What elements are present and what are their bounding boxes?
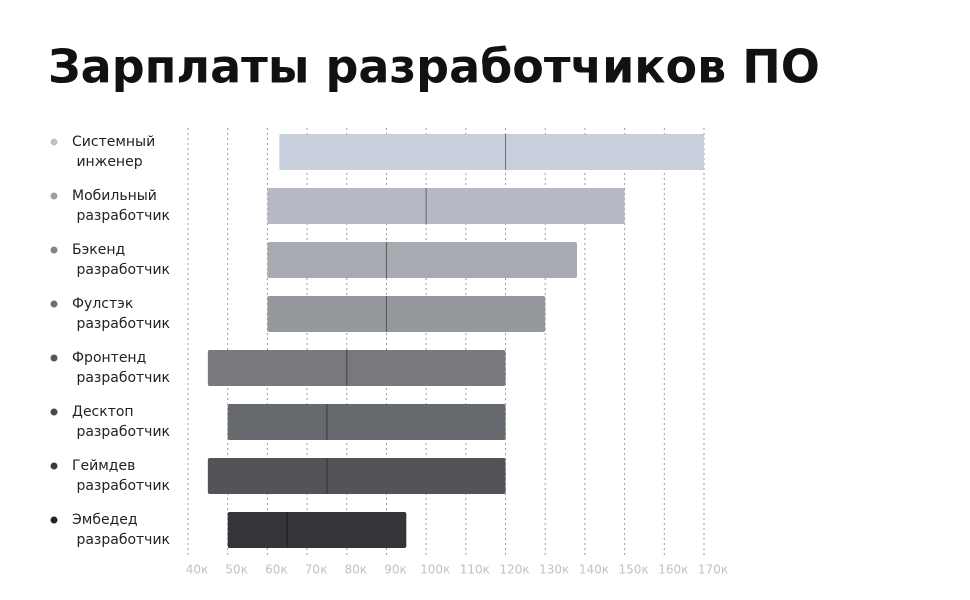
range-bar bbox=[207, 350, 506, 386]
category-label: Мобильный разработчик bbox=[72, 188, 170, 224]
legend-dot bbox=[50, 462, 58, 470]
x-tick-label: 70к bbox=[305, 563, 328, 577]
chart-title: Зарплаты разработчиков ПО bbox=[48, 40, 820, 94]
x-tick-label: 120к bbox=[499, 563, 529, 577]
x-tick-label: 140к bbox=[579, 563, 609, 577]
legend-dot bbox=[50, 192, 58, 200]
range-bar bbox=[227, 404, 506, 440]
range-bar bbox=[207, 458, 506, 494]
legend-dot bbox=[50, 354, 58, 362]
x-tick-label: 60к bbox=[265, 563, 288, 577]
x-tick-label: 50к bbox=[225, 563, 248, 577]
range-bar bbox=[267, 242, 577, 278]
x-tick-label: 160к bbox=[658, 563, 688, 577]
x-tick-label: 170к bbox=[698, 563, 728, 577]
category-label: Фулстэк разработчик bbox=[72, 296, 170, 332]
category-label: Системный инженер bbox=[72, 134, 155, 170]
x-tick-label: 150к bbox=[619, 563, 649, 577]
x-tick-label: 130к bbox=[539, 563, 569, 577]
category-label: Бэкенд разработчик bbox=[72, 242, 170, 278]
legend-dot bbox=[50, 300, 58, 308]
range-bar bbox=[267, 296, 546, 332]
x-tick-label: 90к bbox=[384, 563, 407, 577]
category-label: Геймдев разработчик bbox=[72, 458, 170, 494]
legend-dot bbox=[50, 246, 58, 254]
legend-dot bbox=[50, 516, 58, 524]
category-label: Десктоп разработчик bbox=[72, 404, 170, 440]
x-tick-label: 110к bbox=[460, 563, 490, 577]
x-tick-label: 80к bbox=[345, 563, 368, 577]
category-label: Фронтенд разработчик bbox=[72, 350, 170, 386]
range-bar bbox=[279, 134, 704, 170]
category-label: Эмбедед разработчик bbox=[72, 512, 170, 548]
range-bar bbox=[267, 188, 625, 224]
legend-dot bbox=[50, 138, 58, 146]
x-tick-label: 100к bbox=[420, 563, 450, 577]
range-bar bbox=[227, 512, 407, 548]
legend-dot bbox=[50, 408, 58, 416]
x-tick-label: 40к bbox=[186, 563, 209, 577]
